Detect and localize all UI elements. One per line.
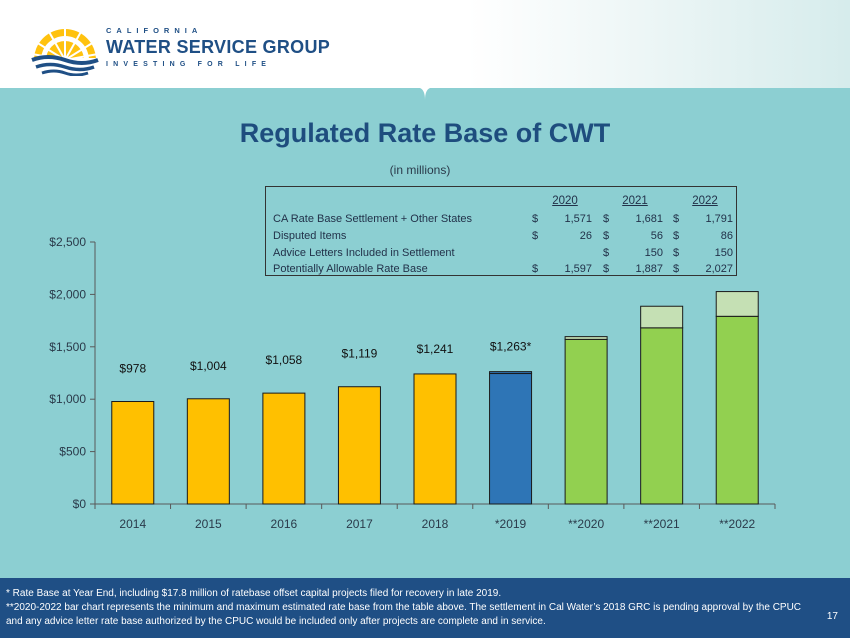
table-row: Disputed Items $26 $56 $86 <box>273 230 733 242</box>
footnote-2019: * Rate Base at Year End, including $17.8… <box>6 588 502 599</box>
data-label: $1,058 <box>266 353 303 367</box>
table-row-label: Advice Letters Included in Settlement <box>273 247 455 259</box>
bar <box>564 338 608 505</box>
logo-tagline: INVESTING FOR LIFE <box>106 61 272 68</box>
bar-stack-segment <box>640 305 684 329</box>
bar-stack-segment <box>564 336 608 340</box>
chart-subtitle: (in millions) <box>389 163 451 177</box>
bar <box>337 386 381 505</box>
logo-top-text: CALIFORNIA <box>106 26 203 35</box>
bar-chart: $0 $500 $1,000 $1,500 $2,000 $2,500 2014 $978 20… <box>49 235 776 531</box>
table-row: Potentially Allowable Rate Base $1,597 $… <box>273 263 733 275</box>
footnote-2020-2022: **2020-2022 bar chart represents the min… <box>6 602 802 627</box>
x-tick-label: *2019 <box>495 517 527 531</box>
y-tick-label: $0 <box>73 497 87 511</box>
logo-main-text: WATER SERVICE GROUP <box>106 37 331 57</box>
chart-title: Regulated Rate Base of CWT <box>239 118 611 148</box>
data-label: $1,119 <box>342 347 378 361</box>
table-row-label: Potentially Allowable Rate Base <box>273 263 428 275</box>
x-tick-label: **2022 <box>719 517 755 531</box>
bar <box>640 327 684 505</box>
x-tick-label: 2016 <box>271 517 298 531</box>
data-label: $1,263* <box>490 340 532 354</box>
bar <box>715 315 759 505</box>
rate-base-table: 2020 2021 2022 CA Rate Base Settlement +… <box>265 186 737 276</box>
header-banner: CALIFORNIA WATER SERVICE GROUP INVESTING… <box>0 0 850 88</box>
table-row: Advice Letters Included in Settlement $1… <box>273 247 733 259</box>
logo-wordmark: CALIFORNIA WATER SERVICE GROUP INVESTING… <box>106 26 330 68</box>
sun-water-logo-icon <box>31 26 99 76</box>
table-year-header: 2021 <box>622 195 648 207</box>
header-notch-icon <box>414 86 436 100</box>
data-label: $1,004 <box>190 359 227 373</box>
table-year-header: 2020 <box>552 195 578 207</box>
data-label: $1,241 <box>417 342 454 356</box>
bar <box>262 392 306 505</box>
x-tick-label: 2017 <box>346 517 373 531</box>
x-tick-label: **2021 <box>644 517 680 531</box>
table-row: CA Rate Base Settlement + Other States $… <box>273 213 733 225</box>
bar <box>413 373 457 505</box>
bar <box>489 373 533 505</box>
table-row-label: Disputed Items <box>273 230 347 242</box>
bar-stack-segment <box>715 291 759 317</box>
bar <box>111 401 155 505</box>
x-tick-label: 2015 <box>195 517 222 531</box>
bar-stack-segment <box>489 371 533 375</box>
bar <box>186 398 230 505</box>
y-tick-label: $1,500 <box>49 340 86 354</box>
page-number: 17 <box>826 611 838 622</box>
footer-notes: * Rate Base at Year End, including $17.8… <box>0 578 850 638</box>
x-tick-label: 2014 <box>119 517 146 531</box>
y-tick-label: $500 <box>59 445 86 459</box>
y-tick-label: $1,000 <box>49 392 86 406</box>
x-tick-label: **2020 <box>568 517 604 531</box>
table-year-header: 2022 <box>692 195 718 207</box>
x-tick-label: 2018 <box>422 517 449 531</box>
table-row-label: CA Rate Base Settlement + Other States <box>273 213 473 225</box>
y-tick-label: $2,000 <box>49 287 86 301</box>
y-tick-label: $2,500 <box>49 235 86 249</box>
data-label: $978 <box>119 362 146 376</box>
